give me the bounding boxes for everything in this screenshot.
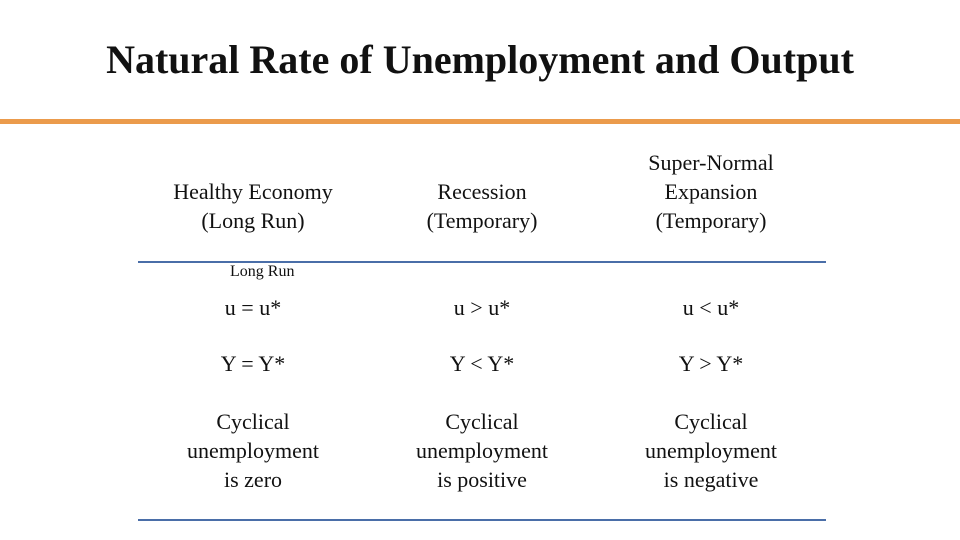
cell-line: unemployment — [416, 437, 548, 463]
header-cell: Super-Normal Expansion (Temporary) — [601, 140, 821, 235]
cell-line: (Temporary) — [655, 208, 767, 233]
cell-line: u > u* — [453, 294, 511, 320]
cell-line: Healthy Economy — [173, 179, 333, 204]
cell-line: Cyclical — [445, 408, 519, 434]
table-cell: Cyclical unemployment is zero — [143, 400, 363, 500]
cell-line: Y = Y* — [220, 350, 286, 376]
cell-line: is negative — [663, 466, 759, 492]
cell-line: u < u* — [682, 294, 740, 320]
cell-line: Y > Y* — [678, 350, 744, 376]
cell-line: (Temporary) — [426, 208, 538, 233]
table-rule — [138, 519, 826, 521]
cell-line: is zero — [223, 466, 283, 492]
cell-line: unemployment — [187, 437, 319, 463]
table-cell: u < u* — [601, 257, 821, 357]
cell-line: u = u* — [224, 294, 282, 320]
cell-line: Cyclical — [216, 408, 290, 434]
table-cell: Cyclical unemployment is negative — [601, 400, 821, 500]
cell-line: Super-Normal — [648, 150, 774, 175]
slide-title: Natural Rate of Unemployment and Output — [106, 37, 854, 82]
table-cell: u > u* — [372, 257, 592, 357]
cell-line: (Long Run) — [201, 208, 305, 233]
header-cell: Healthy Economy (Long Run) — [143, 140, 363, 235]
title-rule — [0, 119, 960, 124]
table-cell: Y > Y* — [601, 313, 821, 413]
table-cell: Y < Y* — [372, 313, 592, 413]
table-cell: Cyclical unemployment is positive — [372, 400, 592, 500]
table-cell: Y = Y* — [143, 313, 363, 413]
cell-line: is positive — [437, 466, 527, 492]
cell-line: Cyclical — [674, 408, 748, 434]
cell-line: Recession — [437, 179, 527, 204]
table-cell: u = u* — [143, 257, 363, 357]
header-cell: Recession (Temporary) — [372, 140, 592, 235]
row-note: Long Run — [230, 263, 295, 280]
cell-line: Expansion — [664, 179, 758, 204]
cell-line: Y < Y* — [449, 350, 515, 376]
cell-line: unemployment — [645, 437, 777, 463]
table-rule — [138, 261, 826, 263]
